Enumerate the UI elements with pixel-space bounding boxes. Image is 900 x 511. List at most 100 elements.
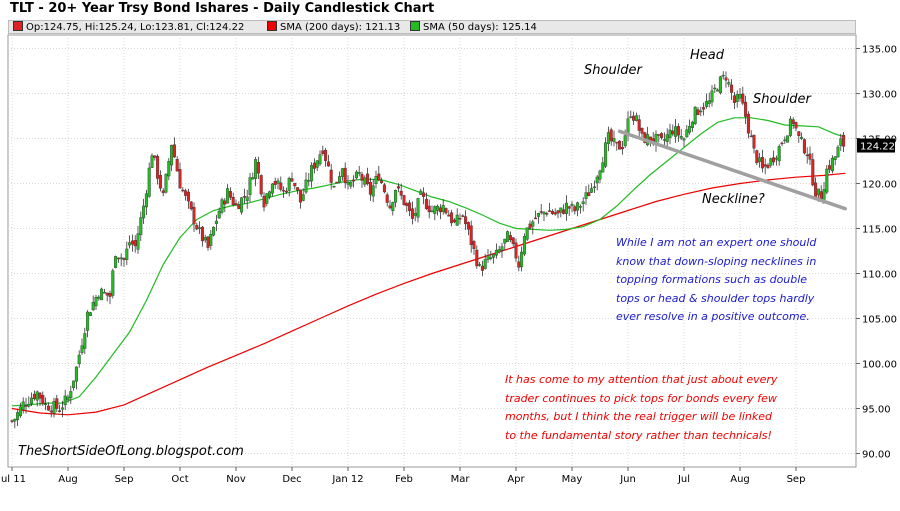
candle-body — [772, 157, 776, 163]
candle-body — [713, 87, 717, 90]
candle-body — [732, 95, 736, 103]
candle-body — [486, 255, 490, 260]
candle-body — [46, 405, 50, 411]
candle-body — [49, 410, 53, 413]
candle-body — [276, 180, 280, 184]
candle-body — [800, 136, 804, 139]
candle-body — [500, 246, 504, 251]
candle-body — [18, 406, 22, 417]
candle-body — [10, 420, 14, 422]
candle-body — [620, 146, 624, 150]
candle-body — [310, 165, 314, 182]
candle-body — [623, 135, 627, 147]
candle-body — [584, 192, 588, 199]
candle-body — [301, 194, 305, 201]
legend-bar: Op:124.75, Hi:125.24, Lo:123.81, Cl:124.… — [8, 20, 856, 34]
candle-body — [307, 180, 311, 182]
x-tick-label: Feb — [395, 474, 413, 485]
candle-body — [212, 226, 216, 236]
candle-body — [517, 261, 521, 268]
candle-body — [357, 172, 361, 174]
candle-body — [461, 215, 465, 217]
candle-body — [371, 185, 375, 197]
y-tick-label: 120.00 — [862, 180, 897, 191]
candle-body — [58, 410, 62, 412]
sma200-legend: SMA (200 days): 121.13 — [267, 21, 400, 34]
head-label: Head — [690, 48, 724, 63]
candle-body — [192, 206, 196, 225]
candle-body — [598, 170, 602, 180]
candle-body — [321, 150, 325, 154]
candle-body — [377, 173, 381, 181]
candle-body — [702, 107, 706, 110]
blue-annotation-line: While I am not an expert one should — [616, 236, 817, 249]
candle-body — [402, 195, 406, 205]
candle-body — [528, 223, 532, 229]
candle-body — [156, 155, 160, 179]
candle-body — [436, 205, 440, 211]
sma200-text: SMA (200 days): 121.13 — [280, 22, 401, 33]
x-tick-label: Jan 12 — [331, 474, 363, 485]
candle-body — [525, 227, 529, 240]
candle-body — [279, 182, 283, 190]
candle-body — [259, 175, 263, 195]
candle-body — [727, 82, 731, 85]
candle-body — [604, 142, 608, 167]
x-tick-label: Aug — [730, 474, 750, 485]
candle-body — [130, 240, 134, 245]
candle-body — [366, 173, 370, 185]
ohlc-legend: Op:124.75, Hi:125.24, Lo:123.81, Cl:124.… — [13, 21, 244, 34]
x-tick-label: Jun — [619, 474, 636, 485]
candle-body — [293, 182, 297, 187]
candle-body — [791, 119, 795, 124]
candle-body — [640, 127, 644, 134]
red-annotation-line: It has come to my attention that just ab… — [505, 373, 778, 386]
candle-body — [606, 132, 610, 144]
candle-body — [567, 206, 571, 209]
candle-body — [447, 214, 451, 217]
candle-body — [716, 89, 720, 92]
y-tick-label: 100.00 — [862, 360, 897, 371]
candle-body — [66, 396, 70, 400]
candle-body — [80, 345, 84, 353]
candle-body — [522, 236, 526, 255]
y-tick-label: 135.00 — [862, 45, 897, 56]
candle-body — [763, 164, 767, 167]
candle-body — [170, 144, 174, 166]
candle-body — [730, 84, 734, 93]
candle-body — [788, 118, 792, 136]
candle-body — [430, 210, 434, 213]
candle-body — [489, 257, 493, 259]
candle-body — [548, 210, 552, 212]
x-tick-label: Aug — [58, 474, 78, 485]
candle-body — [615, 141, 619, 144]
candle-body — [256, 162, 260, 174]
candle-body — [164, 173, 168, 193]
candle-body — [298, 189, 302, 203]
blue-annotation-line: ever resolve in a positive outcome. — [616, 310, 810, 323]
candle-body — [550, 210, 554, 214]
candle-body — [422, 192, 426, 197]
candle-body — [587, 192, 591, 197]
candle-body — [774, 157, 778, 160]
candle-body — [83, 333, 87, 349]
candle-body — [312, 162, 316, 169]
candle-body — [676, 126, 680, 136]
candle-body — [346, 182, 350, 185]
candle-body — [284, 190, 288, 193]
candle-body — [38, 392, 42, 399]
candle-body — [125, 248, 129, 260]
y-tick-label: 90.00 — [862, 450, 891, 461]
candle-body — [324, 149, 328, 162]
candle-body — [752, 134, 756, 149]
red-annotation: It has come to my attention that just ab… — [505, 371, 777, 445]
candle-body — [721, 74, 725, 77]
candle-body — [497, 249, 501, 253]
candle-body — [262, 195, 266, 208]
candle-body — [175, 159, 179, 172]
candle-body — [237, 204, 241, 210]
candle-body — [556, 210, 560, 214]
x-tick-label: Oct — [171, 474, 188, 485]
candle-body — [455, 214, 459, 226]
y-tick-label: 130.00 — [862, 90, 897, 101]
